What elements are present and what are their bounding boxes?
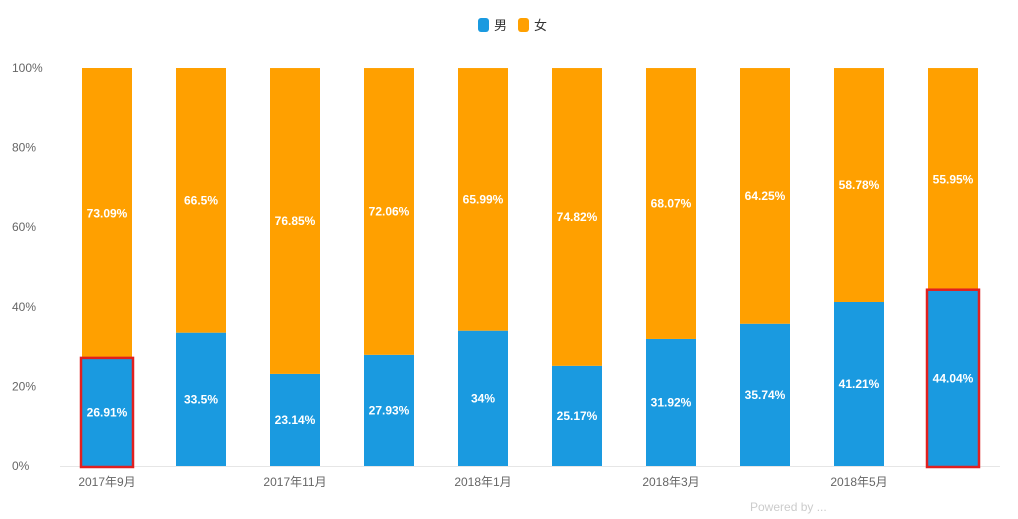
x-tick-label: 2017年11月 [263,475,326,489]
legend-label-1[interactable]: 女 [534,18,547,33]
bar-male-1[interactable] [176,332,226,466]
bar-male-4[interactable] [458,330,508,466]
data-label-male-7: 35.74% [745,388,786,402]
data-label-male-8: 41.21% [839,377,880,391]
data-label-male-4: 34% [471,391,495,405]
y-axis: 0% 20% 40% 60% 80% 100% [12,61,1000,473]
x-tick-label: 2018年1月 [454,475,511,489]
bar-female-3[interactable] [364,68,414,355]
bar-female-4[interactable] [458,68,508,331]
bar-male-0[interactable] [82,358,132,466]
bar-male-6[interactable] [646,338,696,466]
bar-male-9[interactable] [928,290,978,466]
data-label-male-2: 23.14% [275,413,316,427]
data-label-female-5: 74.82% [557,210,598,224]
data-label-female-2: 76.85% [275,214,316,228]
bar-male-7[interactable] [740,323,790,466]
bars: 26.91% 73.09% 33.5% 66.5% 23.14% 76.85% 27.93%… [79,68,981,469]
y-tick-label: 20% [12,379,36,393]
data-label-male-6: 31.92% [651,395,692,409]
bar-female-7[interactable] [740,68,790,324]
data-label-female-4: 65.99% [463,192,504,206]
legend-swatch-0[interactable] [478,18,489,32]
data-label-male-3: 27.93% [369,403,410,417]
data-label-male-5: 25.17% [557,409,598,423]
bar-female-6[interactable] [646,68,696,339]
x-tick-label: 2018年5月 [830,475,887,489]
bar-male-8[interactable] [834,301,884,466]
data-label-female-1: 66.5% [184,193,218,207]
y-tick-label: 80% [12,141,36,155]
data-label-female-9: 55.95% [933,172,974,186]
data-label-female-7: 64.25% [745,189,786,203]
legend: 男女 [478,18,547,33]
bar-male-3[interactable] [364,354,414,466]
x-tick-label: 2017年9月 [78,475,135,489]
watermark: Powered by ... [750,500,827,514]
bar-female-9[interactable] [928,68,978,291]
y-tick-label: 100% [12,61,43,75]
data-label-female-3: 72.06% [369,204,410,218]
y-tick-label: 40% [12,300,36,314]
data-label-female-6: 68.07% [651,196,692,210]
highlight-box-0 [79,356,135,469]
y-tick-label: 60% [12,220,36,234]
bar-female-1[interactable] [176,68,226,333]
bar-female-8[interactable] [834,68,884,302]
bar-male-5[interactable] [552,365,602,466]
x-axis: 2017年9月 2017年11月 2018年1月 2018年3月 2018年5月 [78,475,887,489]
data-label-female-0: 73.09% [87,206,128,220]
bar-female-5[interactable] [552,68,602,366]
data-label-male-1: 33.5% [184,392,218,406]
bar-male-2[interactable] [270,373,320,466]
data-label-female-8: 58.78% [839,178,880,192]
y-tick-label: 0% [12,459,30,473]
bar-female-0[interactable] [82,68,132,359]
highlight-box-9 [925,288,981,469]
data-label-male-0: 26.91% [87,405,128,419]
legend-swatch-1[interactable] [518,18,529,32]
x-tick-label: 2018年3月 [642,475,699,489]
data-label-male-9: 44.04% [933,371,974,385]
bar-female-2[interactable] [270,68,320,374]
legend-label-0[interactable]: 男 [494,18,507,33]
